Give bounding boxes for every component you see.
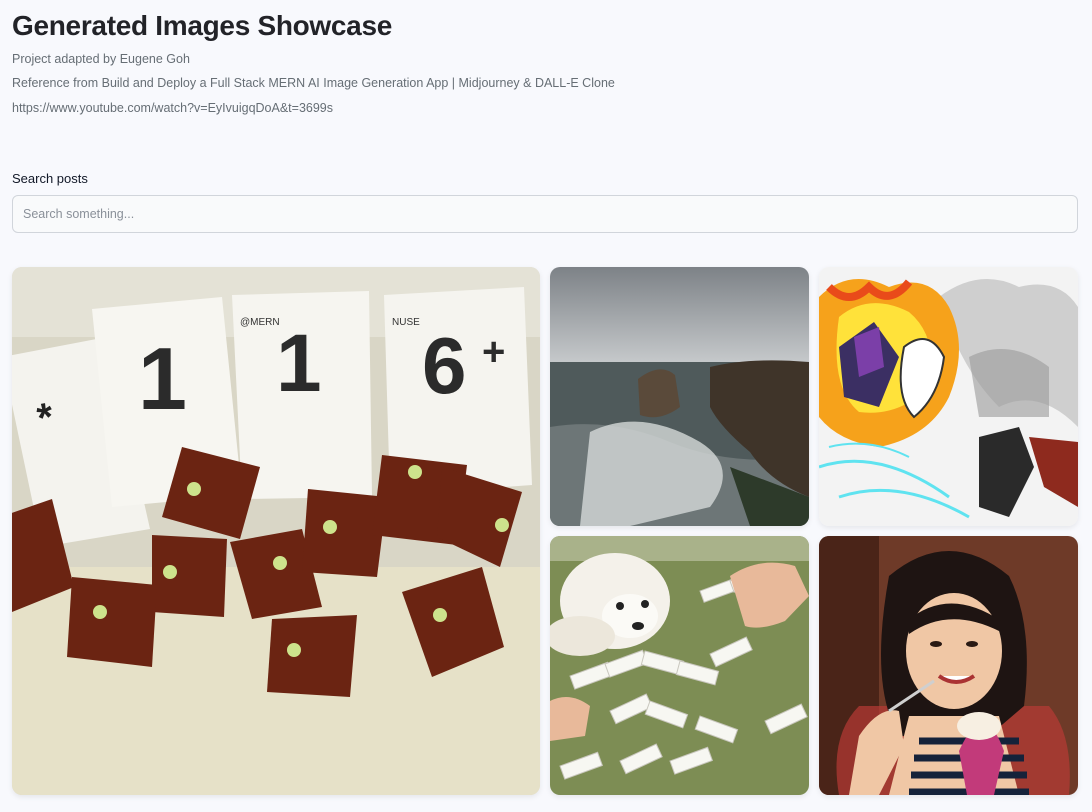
rocky-coast-image (550, 267, 809, 526)
woman-eating-ice-cream-image (819, 536, 1078, 795)
svg-text:1: 1 (138, 329, 187, 428)
credit-text: Project adapted by Eugene Goh (12, 52, 190, 66)
search-label: Search posts (12, 171, 88, 186)
paper-card-3: @MERN 1 (232, 291, 372, 499)
search-input[interactable] (12, 195, 1078, 233)
svg-text:+: + (482, 330, 505, 374)
image-card-woman-icecream[interactable] (819, 536, 1078, 795)
reference-link[interactable]: https://www.youtube.com/watch?v=EyIvuigq… (12, 101, 334, 115)
svg-text:NUSE: NUSE (392, 317, 420, 328)
reference-text: Reference from Build and Deploy a Full S… (12, 76, 615, 90)
brown-tiles (12, 447, 522, 697)
image-card-fiery-sketch[interactable] (819, 267, 1078, 526)
dog-playing-mahjong-image (550, 536, 809, 795)
svg-text:6: 6 (422, 321, 467, 410)
paper-card-4: NUSE 6 + (384, 287, 532, 495)
fiery-battle-sketch-image (819, 267, 1078, 526)
page-title: Generated Images Showcase (12, 10, 393, 41)
image-card-cards-tiles[interactable]: * 1 @MERN 1 NUSE 6 + (12, 267, 540, 795)
tile-dots (93, 465, 509, 657)
image-card-coast[interactable] (550, 267, 809, 526)
image-card-dog-mahjong[interactable] (550, 536, 809, 795)
cards-and-tiles-image: * 1 @MERN 1 NUSE 6 + (12, 267, 540, 795)
svg-text:@MERN: @MERN (240, 317, 280, 328)
svg-text:1: 1 (276, 318, 322, 409)
